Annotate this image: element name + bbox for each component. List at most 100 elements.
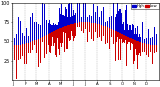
Bar <box>49 20 50 33</box>
Bar <box>132 39 133 44</box>
Bar <box>91 23 92 39</box>
Bar <box>78 5 79 23</box>
Bar <box>99 24 100 37</box>
Bar <box>155 37 156 45</box>
Bar <box>128 37 129 42</box>
Bar <box>103 25 104 36</box>
Bar <box>45 11 46 35</box>
Bar <box>79 3 80 22</box>
Bar <box>146 44 147 55</box>
Bar <box>97 6 98 24</box>
Bar <box>23 24 24 44</box>
Bar <box>148 44 149 57</box>
Bar <box>124 35 125 43</box>
Bar <box>117 3 118 32</box>
Bar <box>44 4 45 36</box>
Bar <box>113 3 114 30</box>
Bar <box>93 4 94 23</box>
Bar <box>46 35 47 54</box>
Bar <box>38 39 39 67</box>
Bar <box>24 44 25 64</box>
Bar <box>23 44 24 55</box>
Bar <box>36 40 37 52</box>
Bar <box>14 45 15 60</box>
Bar <box>108 13 109 27</box>
Bar <box>109 17 110 28</box>
Legend: Hgh, Low: Hgh, Low <box>131 3 159 9</box>
Bar <box>50 24 51 33</box>
Bar <box>20 21 21 45</box>
Bar <box>126 5 127 36</box>
Bar <box>36 22 37 40</box>
Bar <box>142 22 143 43</box>
Bar <box>108 27 109 58</box>
Bar <box>144 39 145 43</box>
Bar <box>69 3 70 25</box>
Bar <box>50 33 51 54</box>
Bar <box>156 34 157 45</box>
Bar <box>115 17 116 31</box>
Bar <box>96 12 97 23</box>
Bar <box>131 30 132 38</box>
Bar <box>74 23 75 38</box>
Bar <box>133 25 134 39</box>
Bar <box>156 45 157 52</box>
Bar <box>16 34 17 45</box>
Bar <box>42 3 43 37</box>
Bar <box>14 38 15 45</box>
Bar <box>28 43 29 53</box>
Bar <box>61 4 62 28</box>
Bar <box>151 45 152 56</box>
Bar <box>32 13 33 41</box>
Bar <box>147 44 148 58</box>
Bar <box>104 26 105 37</box>
Bar <box>130 25 131 38</box>
Bar <box>30 17 31 42</box>
Bar <box>73 10 74 23</box>
Bar <box>129 37 130 42</box>
Bar <box>95 12 96 23</box>
Bar <box>142 43 143 52</box>
Bar <box>26 28 27 43</box>
Bar <box>139 42 140 53</box>
Bar <box>26 43 27 64</box>
Bar <box>87 17 88 22</box>
Bar <box>57 25 58 29</box>
Bar <box>127 25 128 37</box>
Bar <box>105 22 106 26</box>
Bar <box>116 31 117 42</box>
Bar <box>135 40 136 49</box>
Bar <box>83 22 84 33</box>
Bar <box>144 43 145 52</box>
Bar <box>89 22 90 32</box>
Bar <box>100 25 101 32</box>
Bar <box>119 33 120 39</box>
Bar <box>85 3 86 22</box>
Bar <box>140 37 141 42</box>
Bar <box>96 23 97 58</box>
Bar <box>89 15 90 22</box>
Bar <box>81 17 82 22</box>
Bar <box>143 28 144 43</box>
Bar <box>112 8 113 29</box>
Bar <box>120 33 121 60</box>
Bar <box>75 13 76 23</box>
Bar <box>85 22 86 29</box>
Bar <box>18 45 19 60</box>
Bar <box>105 26 106 44</box>
Bar <box>91 16 92 23</box>
Bar <box>155 45 156 68</box>
Bar <box>65 26 66 33</box>
Bar <box>53 23 54 31</box>
Bar <box>27 36 28 43</box>
Bar <box>77 23 78 27</box>
Bar <box>81 22 82 31</box>
Bar <box>131 38 132 43</box>
Bar <box>95 23 96 32</box>
Bar <box>150 38 151 45</box>
Bar <box>154 45 155 53</box>
Bar <box>101 11 102 25</box>
Bar <box>99 17 100 24</box>
Bar <box>93 23 94 41</box>
Bar <box>71 3 72 24</box>
